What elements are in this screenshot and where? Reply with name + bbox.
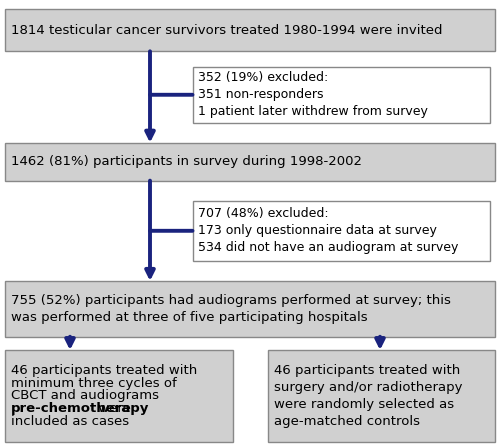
- Text: CBCT and audiograms: CBCT and audiograms: [11, 389, 159, 402]
- Text: 707 (48%) excluded:
173 only questionnaire data at survey
534 did not have an au: 707 (48%) excluded: 173 only questionnai…: [198, 207, 458, 254]
- Text: 352 (19%) excluded:
351 non-responders
1 patient later withdrew from survey: 352 (19%) excluded: 351 non-responders 1…: [198, 71, 428, 118]
- FancyBboxPatch shape: [192, 67, 490, 123]
- Text: 755 (52%) participants had audiograms performed at survey; this
was performed at: 755 (52%) participants had audiograms pe…: [11, 294, 451, 324]
- Text: were: were: [94, 402, 131, 415]
- Text: 46 participants treated with
surgery and/or radiotherapy
were randomly selected : 46 participants treated with surgery and…: [274, 364, 462, 428]
- Text: 46 participants treated with: 46 participants treated with: [11, 363, 197, 377]
- FancyBboxPatch shape: [5, 281, 495, 337]
- Text: included as cases: included as cases: [11, 415, 129, 428]
- Text: minimum three cycles of: minimum three cycles of: [11, 376, 177, 389]
- Text: 1814 testicular cancer survivors treated 1980-1994 were invited: 1814 testicular cancer survivors treated…: [11, 24, 442, 37]
- FancyBboxPatch shape: [268, 350, 495, 442]
- FancyBboxPatch shape: [5, 9, 495, 51]
- FancyBboxPatch shape: [5, 350, 232, 442]
- Text: 1462 (81%) participants in survey during 1998-2002: 1462 (81%) participants in survey during…: [11, 155, 362, 168]
- FancyBboxPatch shape: [5, 143, 495, 181]
- Text: pre-chemotherapy: pre-chemotherapy: [11, 402, 149, 415]
- FancyBboxPatch shape: [192, 201, 490, 261]
